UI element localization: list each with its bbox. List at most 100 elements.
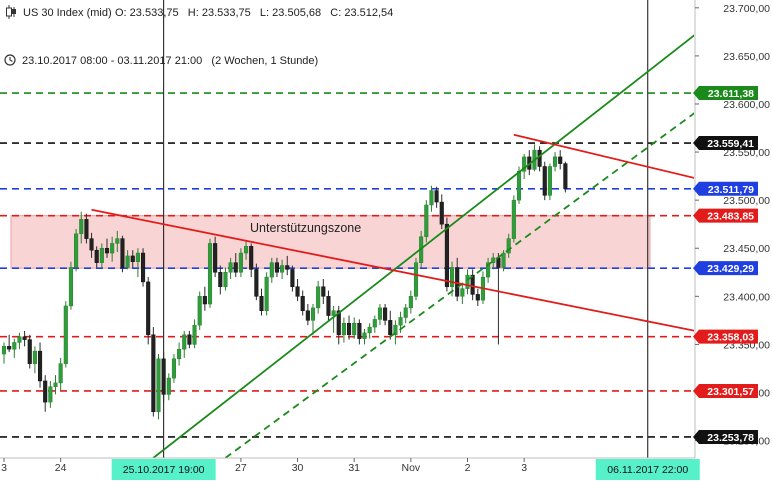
candle [38, 342, 43, 388]
candle [130, 250, 135, 268]
candle [79, 211, 84, 244]
candle-body [17, 336, 22, 343]
candle-body [434, 190, 439, 203]
candle [166, 373, 171, 401]
candle-body [53, 382, 58, 387]
date-marker-tag [111, 459, 216, 480]
candle [254, 263, 259, 301]
candle-body [547, 166, 552, 196]
candle-body [38, 350, 43, 382]
candle-body [310, 307, 316, 321]
date-marker-tag [595, 459, 700, 480]
candle-body [197, 296, 202, 326]
chart-header-ohlc: O: 23.533,75 H: 23.533,75 L: 23.505,68 C… [115, 7, 393, 19]
candle-body [22, 336, 27, 340]
candle [32, 346, 37, 374]
candle-body [439, 201, 444, 225]
clock-icon-face [4, 54, 16, 66]
candle [228, 257, 233, 280]
chart-header-symbol: US 30 Index (mid) [23, 7, 112, 19]
candle-body [470, 274, 475, 295]
date-marker-label: 25.10.2017 19:00 [123, 464, 205, 476]
candle-body [94, 249, 99, 263]
candle [326, 290, 331, 321]
candle [27, 334, 32, 369]
candle-body [141, 252, 146, 283]
y-tick-label: 23.400,00 [723, 291, 770, 303]
candle-body [192, 324, 197, 345]
candle-body [316, 286, 321, 309]
chart-header-range: 23.10.2017 08:00 - 03.11.2017 21:00 (2 W… [22, 55, 318, 67]
candle [125, 250, 130, 270]
candle [12, 338, 17, 358]
candle-body [151, 334, 156, 412]
candle-body [63, 305, 68, 364]
date-marker-label: 06.11.2017 22:00 [607, 464, 688, 476]
trendline [152, 34, 694, 458]
price-level-tag [693, 208, 758, 223]
candle [259, 288, 264, 316]
candle-icon-body2 [12, 9, 16, 14]
candle-body [254, 269, 259, 297]
candle [218, 265, 223, 295]
candle [470, 269, 475, 301]
candle-body [110, 243, 115, 254]
candle [558, 150, 563, 170]
candle-body [228, 262, 233, 273]
candle-body [372, 319, 377, 328]
candle [475, 288, 480, 306]
candle [187, 330, 192, 349]
candle [439, 194, 444, 229]
candle-body [511, 199, 516, 239]
candle [89, 232, 94, 258]
candle [357, 319, 362, 345]
candle-body [558, 156, 563, 164]
y-tick-label: 23.550,00 [723, 147, 770, 159]
candle-body [202, 296, 207, 305]
candle-body [74, 233, 79, 268]
candle [547, 163, 552, 201]
candle [542, 161, 547, 201]
candle [393, 320, 398, 345]
x-tick-label: 27 [235, 462, 247, 474]
candle-body [27, 339, 32, 364]
candle-body [321, 286, 326, 297]
candle [156, 354, 161, 420]
candle [223, 267, 228, 291]
candle [202, 286, 207, 311]
candle-body [269, 262, 274, 278]
candle-body [84, 219, 89, 239]
candle-body [48, 386, 53, 403]
price-level-label: 23.611,38 [708, 88, 754, 100]
candle-body [336, 310, 341, 336]
candle-body [491, 257, 496, 263]
x-tick-label: 3 [521, 462, 527, 474]
candle [249, 243, 254, 278]
candle-body [115, 238, 120, 244]
candle-body [486, 262, 491, 278]
candle [388, 310, 393, 340]
candle [465, 269, 470, 295]
x-tick-label: 3 [1, 462, 7, 474]
candle [74, 229, 79, 272]
candle-body [475, 294, 480, 301]
candle-body [166, 377, 171, 395]
candle-body [537, 149, 542, 167]
candle-body [450, 267, 455, 287]
candle-body [455, 267, 460, 297]
candle [295, 279, 300, 302]
candle-body [424, 204, 429, 237]
candle [347, 315, 352, 340]
y-tick-label: 23.600,00 [723, 99, 770, 111]
candle [58, 357, 63, 391]
candle [506, 233, 511, 258]
candle-body [187, 334, 192, 345]
candle [372, 315, 377, 333]
candle-body [465, 274, 470, 289]
candle-body [274, 262, 279, 273]
candle [135, 248, 140, 278]
price-level-label: 23.511,79 [708, 184, 754, 196]
candle-body [341, 322, 346, 336]
candle-body [120, 238, 125, 268]
